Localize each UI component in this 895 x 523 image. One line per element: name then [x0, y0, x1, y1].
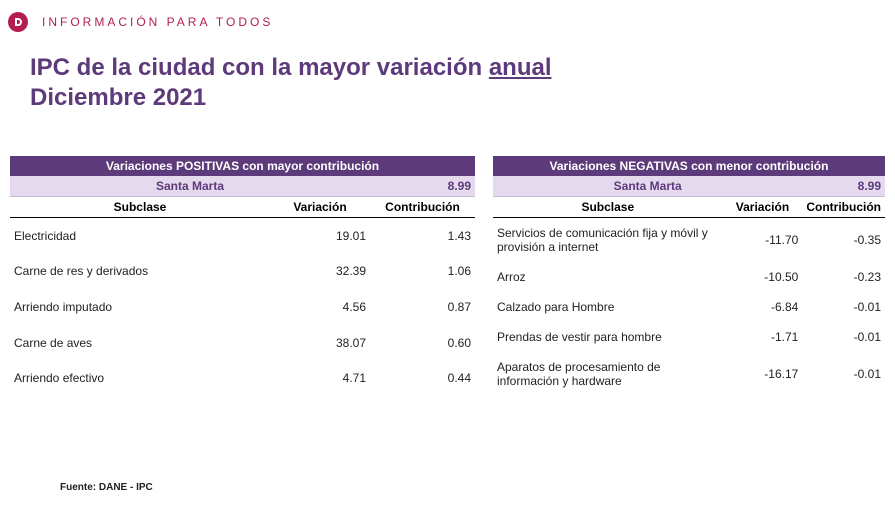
cell-variation: -1.71	[723, 322, 803, 352]
title-underlined: anual	[489, 54, 552, 81]
cell-variation: 4.56	[270, 289, 370, 325]
cell-contribution: 0.87	[370, 289, 475, 325]
positive-banner: Variaciones POSITIVAS con mayor contribu…	[10, 156, 475, 176]
table-row: Carne de res y derivados32.391.06	[10, 254, 475, 290]
positive-city-value: 8.99	[370, 176, 475, 197]
cell-contribution: -0.01	[802, 322, 885, 352]
cell-variation: -10.50	[723, 262, 803, 292]
cell-contribution: 1.06	[370, 254, 475, 290]
cell-subclass: Arriendo efectivo	[10, 360, 270, 396]
cell-contribution: -0.01	[802, 352, 885, 396]
cell-contribution: -0.23	[802, 262, 885, 292]
cell-contribution: -0.35	[802, 218, 885, 263]
positive-col-subclass: Subclase	[10, 197, 270, 218]
footer-source: Fuente: DANE - IPC	[60, 482, 153, 493]
positive-tbody: Electricidad19.011.43Carne de res y deri…	[10, 218, 475, 397]
header: INFORMACIÓN PARA TODOS	[0, 0, 895, 32]
negative-col-contrib: Contribución	[802, 197, 885, 218]
cell-subclass: Calzado para Hombre	[493, 292, 723, 322]
cell-contribution: 0.44	[370, 360, 475, 396]
negative-table: Variaciones NEGATIVAS con menor contribu…	[493, 156, 885, 396]
cell-subclass: Carne de aves	[10, 325, 270, 361]
positive-col-contrib: Contribución	[370, 197, 475, 218]
cell-variation: 19.01	[270, 218, 370, 254]
cell-subclass: Arroz	[493, 262, 723, 292]
title-line2: Diciembre 2021	[30, 84, 895, 112]
title-prefix: IPC de la ciudad con la mayor variación	[30, 54, 489, 81]
table-row: Carne de aves38.070.60	[10, 325, 475, 361]
cell-subclass: Carne de res y derivados	[10, 254, 270, 290]
cell-variation: 32.39	[270, 254, 370, 290]
header-tagline: INFORMACIÓN PARA TODOS	[42, 15, 273, 29]
cell-variation: -16.17	[723, 352, 803, 396]
negative-city: Santa Marta	[493, 176, 802, 197]
cell-contribution: -0.01	[802, 292, 885, 322]
page-title: IPC de la ciudad con la mayor variación …	[30, 54, 895, 112]
cell-subclass: Prendas de vestir para hombre	[493, 322, 723, 352]
negative-col-var: Variación	[723, 197, 803, 218]
positive-table: Variaciones POSITIVAS con mayor contribu…	[10, 156, 475, 396]
cell-subclass: Servicios de comunicación fija y móvil y…	[493, 218, 723, 263]
cell-variation: 4.71	[270, 360, 370, 396]
logo-icon	[8, 12, 28, 32]
table-row: Prendas de vestir para hombre-1.71-0.01	[493, 322, 885, 352]
cell-contribution: 0.60	[370, 325, 475, 361]
table-row: Electricidad19.011.43	[10, 218, 475, 254]
cell-subclass: Aparatos de procesamiento de información…	[493, 352, 723, 396]
cell-variation: 38.07	[270, 325, 370, 361]
cell-subclass: Arriendo imputado	[10, 289, 270, 325]
positive-city: Santa Marta	[10, 176, 370, 197]
positive-col-var: Variación	[270, 197, 370, 218]
cell-subclass: Electricidad	[10, 218, 270, 254]
table-row: Arriendo efectivo4.710.44	[10, 360, 475, 396]
negative-city-value: 8.99	[802, 176, 885, 197]
table-row: Arriendo imputado4.560.87	[10, 289, 475, 325]
tables-container: Variaciones POSITIVAS con mayor contribu…	[10, 156, 895, 396]
table-row: Arroz-10.50-0.23	[493, 262, 885, 292]
cell-contribution: 1.43	[370, 218, 475, 254]
negative-banner: Variaciones NEGATIVAS con menor contribu…	[493, 156, 885, 176]
table-row: Aparatos de procesamiento de información…	[493, 352, 885, 396]
negative-col-subclass: Subclase	[493, 197, 723, 218]
table-row: Calzado para Hombre-6.84-0.01	[493, 292, 885, 322]
cell-variation: -11.70	[723, 218, 803, 263]
negative-tbody: Servicios de comunicación fija y móvil y…	[493, 218, 885, 397]
cell-variation: -6.84	[723, 292, 803, 322]
table-row: Servicios de comunicación fija y móvil y…	[493, 218, 885, 263]
